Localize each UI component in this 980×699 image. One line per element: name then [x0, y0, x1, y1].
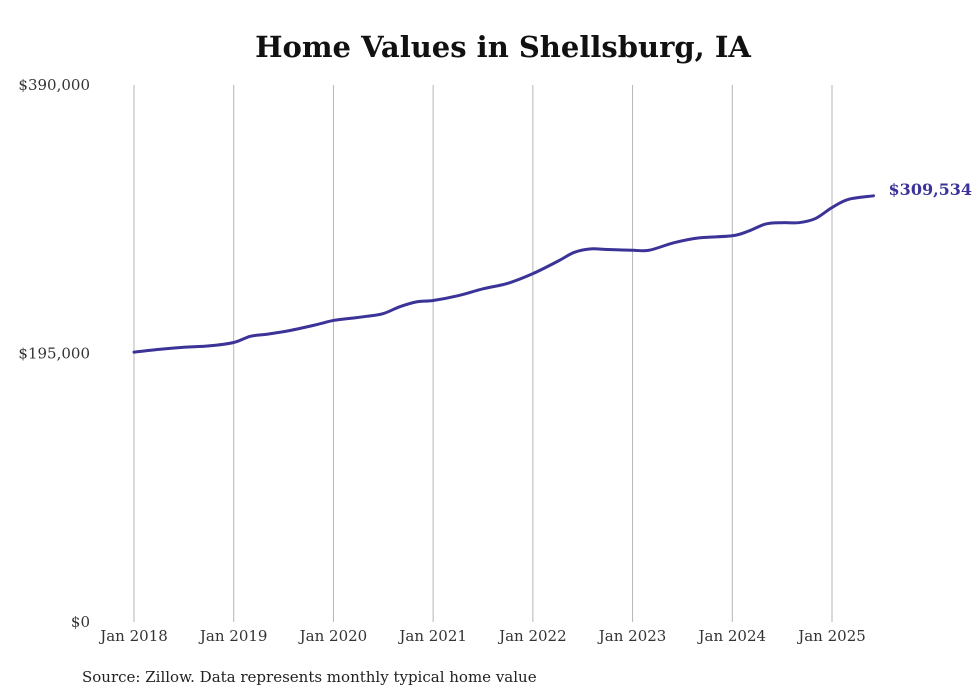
series-layer: $309,534: [132, 180, 973, 354]
x-tick-label: Jan 2020: [298, 627, 368, 645]
y-axis-ticks: $0 $195,000 $390,000: [18, 76, 90, 631]
x-tick-label: Jan 2018: [98, 627, 168, 645]
chart-title: Home Values in Shellsburg, IA: [255, 30, 751, 64]
grid-layer: [133, 85, 833, 622]
end-value-label: $309,534: [889, 180, 973, 199]
x-tick-label: Jan 2023: [597, 627, 667, 645]
y-tick-label: $390,000: [18, 76, 90, 94]
y-tick-label: $0: [71, 613, 90, 631]
x-tick-label: Jan 2024: [697, 627, 767, 645]
x-tick-label: Jan 2021: [397, 627, 467, 645]
x-tick-label: Jan 2019: [198, 627, 268, 645]
x-tick-label: Jan 2022: [497, 627, 567, 645]
y-tick-label: $195,000: [18, 345, 90, 363]
series-line: [132, 194, 876, 354]
source-note: Source: Zillow. Data represents monthly …: [82, 668, 537, 686]
x-axis-ticks: Jan 2018 Jan 2019 Jan 2020 Jan 2021 Jan 2022…: [98, 627, 866, 645]
x-tick-label: Jan 2025: [796, 627, 866, 645]
